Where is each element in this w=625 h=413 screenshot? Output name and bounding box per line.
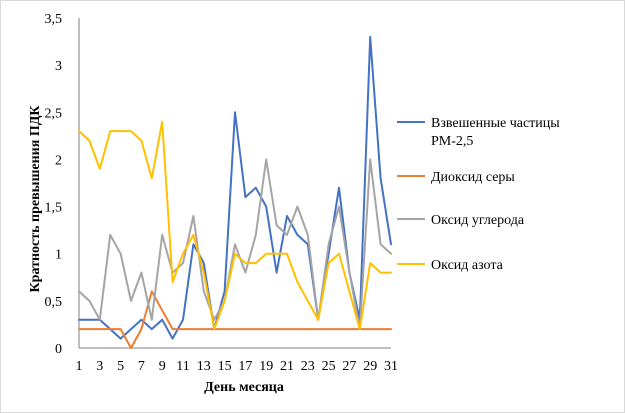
x-tick-label: 13 <box>197 359 211 374</box>
legend: Взвешенные частицы РМ-2,5 Диоксид серы Окси… <box>397 116 560 273</box>
x-tick-label: 31 <box>384 359 398 374</box>
x-tick-label: 3 <box>96 359 103 374</box>
y-tick-labels: 0 0,5 1 1,5 2 2,5 3 3,5 <box>45 12 63 357</box>
x-tick-label: 23 <box>301 359 315 374</box>
series-line <box>78 35 392 340</box>
legend-label: Оксид азота <box>431 258 504 273</box>
y-tick-label: 2,5 <box>45 106 63 121</box>
x-tick-labels: 1 3 5 7 9 11 13 15 17 19 21 23 25 27 29 31 <box>76 359 399 374</box>
x-tick-label: 21 <box>280 359 294 374</box>
series-line <box>78 158 392 331</box>
series-line <box>78 290 392 349</box>
y-tick-label: 0 <box>55 342 62 357</box>
y-tick-label: 0,5 <box>45 295 63 310</box>
series-line <box>78 120 392 331</box>
y-tick-label: 1,5 <box>45 201 63 216</box>
y-tick-label: 3,5 <box>45 12 63 27</box>
legend-label: Диоксид серы <box>431 170 515 185</box>
x-tick-label: 27 <box>342 359 356 374</box>
x-tick-label: 9 <box>159 359 166 374</box>
x-tick-label: 11 <box>176 359 189 374</box>
x-axis-title: День месяца <box>204 380 284 395</box>
x-tick-label: 15 <box>218 359 232 374</box>
y-tick-label: 2 <box>55 153 62 168</box>
x-tick-label: 19 <box>259 359 273 374</box>
x-tick-label: 7 <box>138 359 145 374</box>
x-tick-label: 25 <box>322 359 336 374</box>
x-tick-label: 1 <box>76 359 83 374</box>
x-tick-label: 5 <box>117 359 124 374</box>
legend-label: Оксид углерода <box>431 213 525 228</box>
x-tick-label: 17 <box>238 359 252 374</box>
y-tick-label: 1 <box>55 248 62 263</box>
y-axis-title: Кратность превышения ПДК <box>28 105 43 293</box>
legend-label: Взвешенные частицы РМ-2,5 <box>431 116 560 149</box>
axes <box>78 18 391 349</box>
y-tick-label: 3 <box>55 59 62 74</box>
series-lines <box>78 35 392 349</box>
x-tick-label: 29 <box>363 359 377 374</box>
